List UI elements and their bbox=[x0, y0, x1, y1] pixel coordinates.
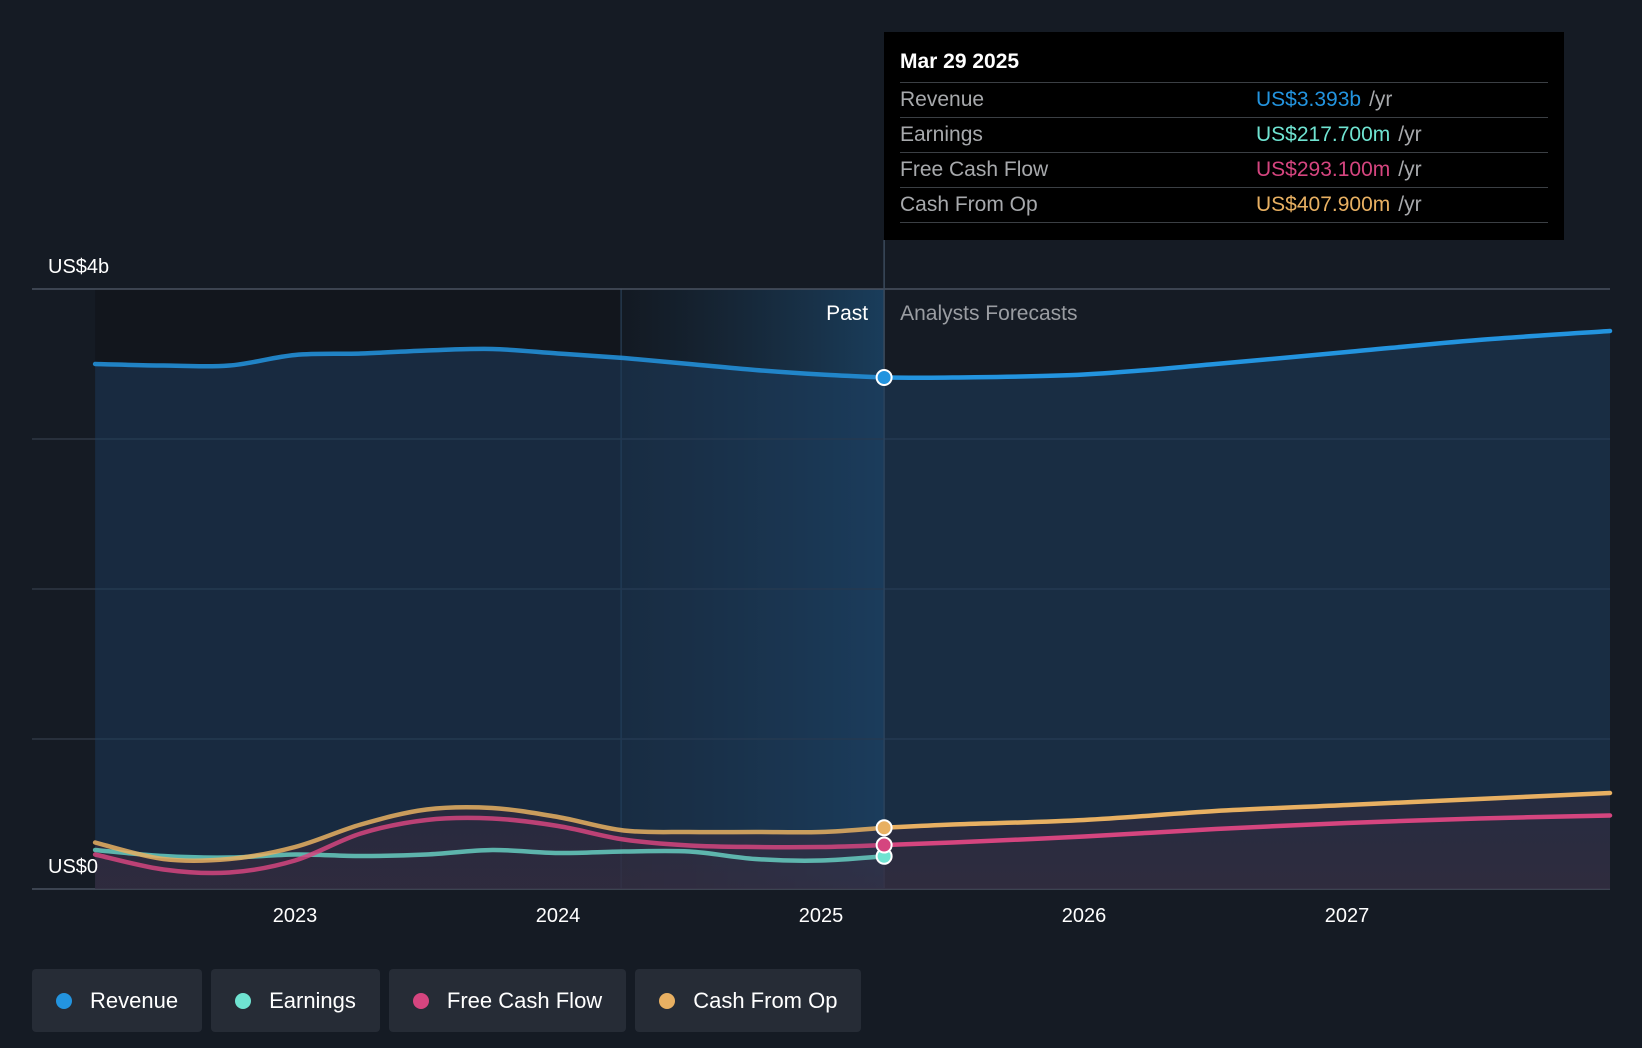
cash-from-op-line-past bbox=[92, 804, 887, 864]
revenue-marker bbox=[875, 369, 893, 386]
cash-from-op-dot-icon bbox=[659, 992, 676, 1009]
legend-item-revenue[interactable]: Revenue bbox=[32, 969, 203, 1032]
tooltip-unit: /yr bbox=[1398, 158, 1422, 181]
tooltip-row-free-cash-flow: Free Cash Flow US$293.100m /yr bbox=[900, 152, 1548, 187]
x-tick-label: 2027 bbox=[1325, 905, 1370, 927]
revenue-line-forecast bbox=[881, 328, 1613, 380]
tooltip-unit: /yr bbox=[1369, 88, 1393, 111]
free-cash-flow-line-past bbox=[92, 815, 887, 876]
hover-tooltip: Mar 29 2025 Revenue US$3.393b /yr Earnin… bbox=[884, 32, 1564, 240]
legend-label: Free Cash Flow bbox=[446, 987, 603, 1013]
legend-label: Revenue bbox=[90, 987, 179, 1013]
tooltip-value: US$293.100m bbox=[1256, 158, 1391, 181]
earnings-dot-icon bbox=[235, 992, 252, 1009]
x-tick-label: 2024 bbox=[536, 905, 581, 927]
legend-label: Earnings bbox=[269, 987, 356, 1013]
tooltip-value: US$3.393b bbox=[1256, 88, 1362, 111]
legend-label: Cash From Op bbox=[693, 987, 838, 1013]
free-cash-flow-dot-icon bbox=[412, 992, 429, 1009]
tooltip-value: US$407.900m bbox=[1256, 193, 1391, 216]
x-tick-label: 2025 bbox=[799, 905, 844, 927]
cash-from-op-marker bbox=[875, 819, 893, 837]
legend-item-earnings[interactable]: Earnings bbox=[211, 969, 380, 1032]
tooltip-label: Revenue bbox=[900, 88, 985, 111]
tooltip-label: Free Cash Flow bbox=[900, 158, 1049, 181]
tooltip-unit: /yr bbox=[1398, 123, 1422, 146]
tooltip-label: Cash From Op bbox=[900, 193, 1038, 216]
forecast-label: Analysts Forecasts bbox=[900, 302, 1077, 325]
revenue-line-past bbox=[92, 346, 887, 380]
legend-item-cash-from-op[interactable]: Cash From Op bbox=[635, 969, 862, 1032]
x-tick-label: 2026 bbox=[1062, 905, 1107, 927]
tooltip-value: US$217.700m bbox=[1256, 123, 1391, 146]
tooltip-row-earnings: Earnings US$217.700m /yr bbox=[900, 117, 1548, 152]
past-label: Past bbox=[826, 302, 868, 325]
tooltip-date: Mar 29 2025 bbox=[900, 50, 1020, 73]
legend-item-free-cash-flow[interactable]: Free Cash Flow bbox=[388, 969, 627, 1032]
free-cash-flow-line-forecast bbox=[881, 813, 1613, 848]
revenue-dot-icon bbox=[56, 992, 72, 1009]
tooltip-unit: /yr bbox=[1398, 193, 1422, 216]
tooltip-label: Earnings bbox=[900, 123, 983, 146]
revenue-area bbox=[95, 331, 1611, 889]
y-tick-label: US$0 bbox=[48, 856, 98, 878]
cash-from-op-line-forecast bbox=[881, 790, 1613, 831]
y-tick-label: US$4b bbox=[48, 256, 109, 278]
x-tick-label: 2023 bbox=[273, 905, 318, 927]
free-cash-flow-marker bbox=[875, 836, 893, 854]
tooltip-row-revenue: Revenue US$3.393b /yr bbox=[900, 82, 1548, 117]
chart-legend: Revenue Earnings Free Cash Flow Cash Fro… bbox=[32, 969, 862, 1032]
tooltip-row-cash-from-op: Cash From Op US$407.900m /yr bbox=[900, 187, 1548, 223]
